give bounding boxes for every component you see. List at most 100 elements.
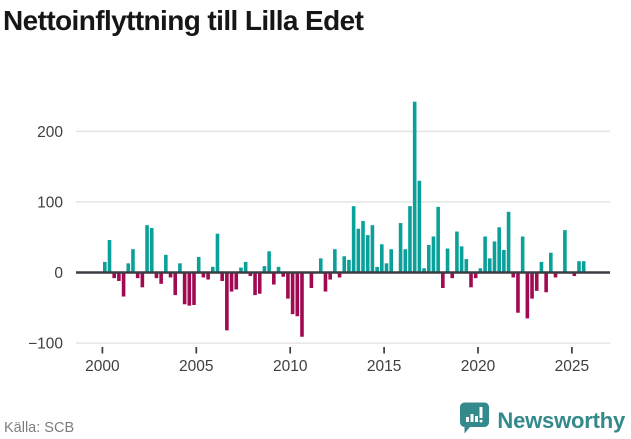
bar-2024-Q1	[553, 272, 558, 278]
bar-2013-Q4	[361, 220, 365, 273]
bar-2005-Q2	[201, 272, 206, 278]
bar-2021-Q2	[502, 249, 506, 273]
bar-2002-Q2	[145, 225, 149, 273]
bar-2018-Q1	[441, 272, 445, 289]
bar-2022-Q1	[516, 272, 520, 313]
x-axis-label: 2000	[85, 358, 120, 375]
source-note: Källa: SCB	[4, 420, 75, 436]
bar-2021-Q1	[497, 227, 501, 273]
bar-2001-Q3	[131, 249, 135, 273]
bar-2021-Q4	[511, 272, 516, 278]
bar-2014-Q2	[370, 225, 375, 273]
bar-2005-Q4	[210, 266, 215, 273]
bar-2000-Q4	[117, 272, 121, 281]
bar-2000-Q1	[103, 261, 107, 273]
bar-2016-Q1	[403, 249, 408, 273]
bar-2025-Q2	[577, 261, 581, 273]
bar-2018-Q2	[445, 248, 450, 273]
bar-2002-Q1	[140, 272, 145, 288]
bar-2003-Q3	[168, 272, 173, 278]
bar-2020-Q4	[492, 241, 497, 273]
y-axis-label: 100	[37, 194, 63, 211]
bar-2019-Q2	[464, 259, 469, 273]
bar-2015-Q2	[389, 249, 393, 273]
bar-2002-Q3	[149, 228, 154, 273]
bar-2006-Q2	[220, 272, 224, 281]
newsworthy-logo: Newsworthy	[459, 401, 625, 439]
bar-2004-Q2	[182, 272, 187, 305]
bar-2020-Q2	[483, 236, 487, 273]
bar-2025-Q1	[572, 272, 577, 277]
bar-2002-Q4	[154, 272, 159, 279]
bar-2011-Q4	[323, 272, 328, 292]
bar-2004-Q4	[192, 272, 196, 305]
bar-2014-Q4	[380, 244, 384, 273]
bar-2023-Q4	[549, 252, 553, 273]
bar-2012-Q2	[333, 249, 337, 273]
bar-2010-Q1	[290, 272, 295, 315]
bar-2022-Q2	[520, 236, 525, 273]
x-axis-label: 2010	[273, 358, 308, 375]
bar-2004-Q3	[187, 272, 192, 306]
bar-2001-Q1	[121, 272, 126, 297]
bar-2013-Q1	[347, 259, 351, 273]
bar-2010-Q2	[295, 272, 300, 317]
bar-2009-Q1	[272, 272, 276, 285]
bar-2015-Q4	[398, 223, 403, 273]
bar-2014-Q1	[365, 235, 370, 273]
bar-2019-Q1	[459, 246, 464, 273]
bar-2022-Q4	[530, 272, 534, 299]
bar-2000-Q3	[112, 272, 116, 279]
bar-2020-Q1	[478, 268, 483, 273]
bar-2003-Q2	[164, 254, 168, 273]
y-axis-label: −100	[28, 336, 63, 353]
bar-2007-Q3	[243, 261, 248, 273]
bar-2007-Q2	[239, 267, 243, 273]
bar-2000-Q2	[107, 240, 112, 273]
bar-2019-Q3	[469, 272, 473, 288]
bar-2011-Q1	[309, 272, 314, 289]
bar-2005-Q3	[206, 272, 210, 280]
bar-2016-Q2	[408, 206, 412, 273]
newsworthy-wordmark: Newsworthy	[497, 407, 625, 433]
bar-2008-Q4	[267, 251, 271, 273]
bar-2023-Q2	[539, 261, 544, 273]
bar-2011-Q3	[318, 258, 323, 273]
x-axis-label: 2005	[179, 358, 213, 375]
bar-2017-Q3	[431, 236, 436, 273]
bar-2024-Q3	[563, 230, 567, 273]
bar-2014-Q3	[375, 266, 379, 273]
bar-2006-Q3	[225, 272, 229, 331]
bar-2009-Q3	[281, 272, 286, 277]
bar-2013-Q2	[351, 206, 356, 273]
x-axis-label: 2020	[461, 358, 496, 375]
y-axis-label: 200	[37, 124, 63, 141]
bar-2016-Q4	[417, 180, 422, 273]
bar-2012-Q3	[337, 272, 342, 278]
bar-2001-Q2	[126, 263, 131, 273]
bar-2018-Q3	[450, 272, 455, 279]
bar-2020-Q3	[487, 258, 492, 273]
bar-2003-Q1	[159, 272, 163, 284]
bar-2018-Q4	[455, 231, 459, 273]
bar-2021-Q3	[506, 211, 511, 273]
bar-2012-Q1	[328, 272, 332, 280]
newsworthy-bubble-chart-icon	[459, 401, 490, 439]
bar-2009-Q4	[286, 272, 290, 299]
bar-2023-Q1	[534, 272, 539, 291]
bar-2007-Q1	[234, 272, 239, 290]
bar-2017-Q1	[422, 268, 426, 273]
y-axis-label: 0	[54, 265, 63, 282]
bar-2007-Q4	[248, 272, 253, 277]
bar-2015-Q1	[384, 263, 389, 273]
bar-2013-Q3	[356, 228, 361, 273]
bar-2025-Q3	[581, 261, 586, 273]
bar-2016-Q3	[412, 101, 417, 273]
bar-2023-Q3	[544, 272, 548, 293]
bar-2019-Q4	[473, 272, 478, 279]
bar-2009-Q2	[276, 266, 281, 273]
bar-2003-Q4	[173, 272, 178, 296]
bar-2004-Q1	[178, 263, 182, 273]
bar-2010-Q3	[300, 272, 304, 337]
